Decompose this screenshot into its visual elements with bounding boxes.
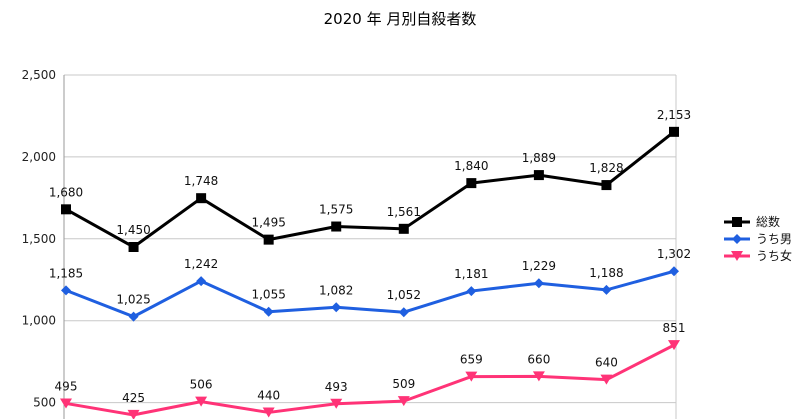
series-layer: 1,680 1,450 1,748 1,495 1,575 1,561 1,840 1,889… bbox=[49, 108, 691, 419]
data-point-marker bbox=[398, 223, 409, 234]
y-tick-label: 2,500 bbox=[22, 68, 56, 82]
data-label: 1,229 bbox=[522, 259, 556, 273]
data-point-marker bbox=[601, 284, 612, 295]
data-label: 1,188 bbox=[589, 266, 623, 280]
data-point-marker bbox=[669, 266, 679, 277]
data-label: 493 bbox=[325, 380, 348, 394]
data-point-marker bbox=[61, 204, 71, 215]
y-tick-label: 500 bbox=[33, 396, 56, 410]
data-label: 1,561 bbox=[387, 205, 421, 219]
data-point-marker bbox=[669, 126, 679, 137]
legend-label: 総数 bbox=[756, 214, 780, 229]
data-label: 1,055 bbox=[251, 288, 285, 302]
data-label: 1,889 bbox=[522, 151, 556, 165]
data-label: 1,828 bbox=[589, 161, 623, 175]
gridlines bbox=[64, 74, 677, 419]
data-point-marker bbox=[331, 221, 342, 232]
data-label: 660 bbox=[527, 352, 550, 366]
data-point-marker bbox=[732, 234, 742, 244]
data-label: 1,025 bbox=[116, 293, 150, 307]
data-point-marker bbox=[533, 278, 544, 289]
series-total: 1,680 1,450 1,748 1,495 1,575 1,561 1,840 1,889… bbox=[49, 108, 691, 252]
data-label: 2,153 bbox=[657, 108, 691, 122]
data-point-marker bbox=[466, 286, 477, 297]
data-point-marker bbox=[127, 409, 140, 419]
data-point-marker bbox=[532, 371, 545, 382]
data-point-marker bbox=[600, 374, 613, 385]
data-point-marker bbox=[465, 371, 478, 382]
data-point-marker bbox=[398, 307, 409, 318]
data-point-marker bbox=[466, 178, 477, 189]
y-tick-label: 1,500 bbox=[22, 232, 56, 246]
data-point-marker bbox=[601, 180, 612, 191]
series-line bbox=[65, 343, 675, 417]
series-female: 495 425 506 440 493 509 659 660 640 851 bbox=[55, 321, 686, 419]
chart-title: 2020 年 月別自殺者数 bbox=[324, 10, 477, 28]
data-label: 1,242 bbox=[184, 257, 218, 271]
data-point-marker bbox=[668, 340, 680, 351]
data-point-marker bbox=[732, 217, 742, 227]
data-label: 506 bbox=[190, 378, 213, 392]
legend-item: うち女 bbox=[724, 248, 792, 263]
data-label: 440 bbox=[257, 388, 280, 402]
data-label: 425 bbox=[122, 391, 145, 405]
data-point-marker bbox=[397, 396, 410, 407]
data-label: 659 bbox=[460, 353, 483, 367]
data-point-marker bbox=[262, 407, 275, 418]
data-point-marker bbox=[60, 398, 72, 409]
data-point-marker bbox=[330, 398, 343, 409]
data-point-marker bbox=[196, 193, 207, 204]
data-point-marker bbox=[331, 302, 342, 313]
legend-item: うち男 bbox=[724, 232, 792, 246]
y-tick-label: 2,000 bbox=[22, 150, 56, 164]
data-label: 1,185 bbox=[49, 266, 83, 280]
data-label: 1,680 bbox=[49, 185, 83, 199]
y-axis: 500 1,000 1,500 2,000 2,500 bbox=[22, 68, 65, 419]
data-label: 1,052 bbox=[387, 288, 421, 302]
data-point-marker bbox=[61, 285, 71, 296]
data-point-marker bbox=[263, 306, 274, 317]
data-label: 1,840 bbox=[454, 159, 488, 173]
data-label: 1,450 bbox=[116, 223, 150, 237]
data-label: 495 bbox=[55, 379, 78, 393]
data-point-marker bbox=[533, 170, 544, 181]
data-point-marker bbox=[128, 242, 139, 252]
legend-label: うち女 bbox=[756, 248, 792, 263]
data-label: 509 bbox=[392, 377, 415, 391]
data-label: 1,748 bbox=[184, 174, 218, 188]
data-label: 1,302 bbox=[657, 247, 691, 261]
data-label: 1,082 bbox=[319, 283, 353, 297]
y-tick-label: 1,000 bbox=[22, 314, 56, 328]
legend-label: うち男 bbox=[756, 232, 792, 246]
data-label: 1,181 bbox=[454, 267, 488, 281]
data-label: 851 bbox=[663, 321, 686, 335]
series-line bbox=[65, 269, 675, 319]
data-label: 640 bbox=[595, 356, 618, 370]
data-label: 1,495 bbox=[251, 216, 285, 230]
series-male: 1,185 1,025 1,242 1,055 1,082 1,052 1,181 1,229… bbox=[49, 247, 691, 322]
data-label: 1,575 bbox=[319, 203, 353, 217]
data-point-marker bbox=[128, 311, 139, 322]
series-line bbox=[65, 130, 675, 249]
data-point-marker bbox=[263, 234, 274, 245]
data-point-marker bbox=[195, 396, 208, 407]
legend-item: 総数 bbox=[724, 214, 780, 229]
data-point-marker bbox=[196, 276, 207, 287]
data-point-marker bbox=[731, 251, 743, 261]
